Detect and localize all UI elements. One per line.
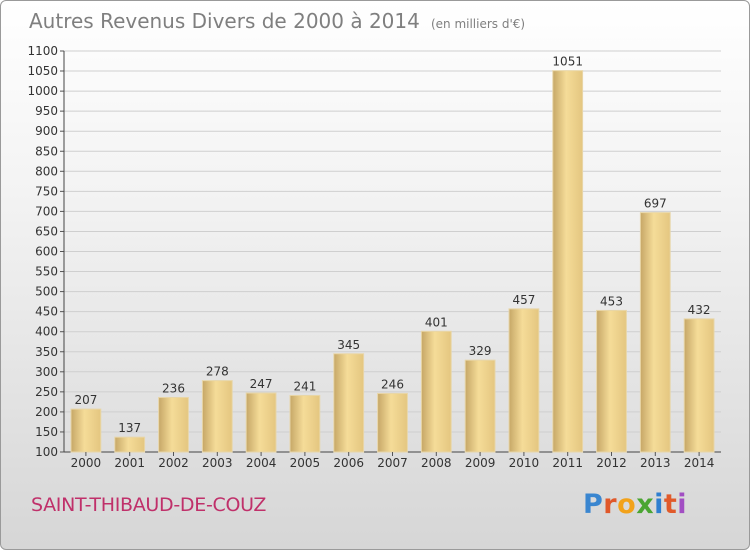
value-label-2006: 345 [337,338,360,352]
logo-letter-i2: i [677,489,688,520]
x-tick-label-2006: 2006 [333,456,364,470]
logo-letter-o: o [617,489,637,520]
value-label-2009: 329 [469,344,492,358]
x-tick-label-2008: 2008 [421,456,452,470]
bar-2008 [420,330,452,453]
logo-letter-x: x [636,489,655,520]
chart-title-text: Autres Revenus Divers de 2000 à 2014 [29,9,420,33]
value-label-2004: 247 [250,377,273,391]
value-label-2005: 241 [293,379,316,393]
value-label-2000: 207 [74,393,97,407]
y-tick-label: 1100 [27,44,58,58]
bar-2002 [158,396,189,453]
y-tick-label: 1000 [27,84,58,98]
commune-name: SAINT-THIBAUD-DE-COUZ [31,494,267,516]
y-tick-label: 450 [35,305,58,319]
value-label-2014: 432 [688,303,711,317]
x-tick-label-2010: 2010 [509,456,540,470]
y-tick-label: 850 [35,144,58,158]
y-tick-label: 100 [35,445,58,459]
bar-2012 [596,309,627,453]
x-tick-label-2003: 2003 [202,456,233,470]
y-tick-label: 650 [35,224,58,238]
x-tick-labels: 2000 2001 2002 2003 2004 2005 2006 2007 2008 2009… [71,452,715,470]
value-label-2001: 137 [118,421,141,435]
value-label-2013: 697 [644,197,667,211]
x-tick-label-2007: 2007 [377,456,408,470]
x-tick-label-2012: 2012 [596,456,627,470]
logo-letter-i: i [654,489,664,520]
y-tick-label: 500 [35,285,58,299]
bar-2006 [333,353,365,453]
y-tick-label: 800 [35,164,58,178]
y-tick-label: 200 [35,405,58,419]
bar-2010 [508,308,540,453]
x-tick-label-2013: 2013 [640,456,671,470]
y-tick-label: 550 [35,265,58,279]
bar-2007 [377,392,408,453]
x-tick-label-2005: 2005 [290,456,321,470]
value-label-2003: 278 [206,365,229,379]
value-label-2010: 457 [512,293,535,307]
bar-2013 [639,212,671,453]
chart-title: Autres Revenus Divers de 2000 à 2014 (en… [29,9,525,33]
chart-unit: (en milliers d'€) [430,17,526,31]
y-tick-label: 300 [35,365,58,379]
logo-letter-t: t [663,489,678,520]
value-label-2012: 453 [600,294,623,308]
value-label-2007: 246 [381,377,404,391]
logo-letter-p: P [583,489,604,520]
proxiti-logo: Proxiti [583,489,687,520]
x-tick-label-2011: 2011 [552,456,583,470]
y-tick-label: 700 [35,204,58,218]
value-labels: 207 137 236 278 247 241 345 246 401 329 457 1051 453… [74,55,710,436]
x-tick-label-2009: 2009 [465,456,496,470]
x-tick-label-2001: 2001 [114,456,145,470]
bar-2000 [70,408,102,453]
y-tick-label: 900 [35,124,58,138]
bars [70,70,715,453]
value-label-2011: 1051 [552,55,583,69]
value-label-2002: 236 [162,381,185,395]
y-tick-labels: 100 150 200 250 300 350 400 450 500 550 600 650 700 7… [27,44,58,459]
y-tick-label: 350 [35,345,58,359]
y-tick-label: 400 [35,325,58,339]
x-tick-label-2000: 2000 [71,456,102,470]
bar-2005 [289,394,321,453]
bar-2003 [201,380,233,453]
x-tick-label-2004: 2004 [246,456,277,470]
bar-2009 [464,359,496,453]
bar-2014 [683,318,715,453]
bar-2001 [114,436,146,453]
y-tick-label: 150 [35,425,58,439]
y-tick-label: 1050 [27,64,58,78]
y-tick-label: 750 [35,184,58,198]
bar-2004 [245,392,277,453]
value-label-2008: 401 [425,315,448,329]
x-tick-label-2002: 2002 [158,456,189,470]
x-tick-label-2014: 2014 [684,456,715,470]
y-tick-label: 250 [35,385,58,399]
logo-letter-r: r [603,489,618,520]
y-tick-label: 600 [35,245,58,259]
y-tick-label: 950 [35,104,58,118]
bar-2011 [552,70,584,453]
